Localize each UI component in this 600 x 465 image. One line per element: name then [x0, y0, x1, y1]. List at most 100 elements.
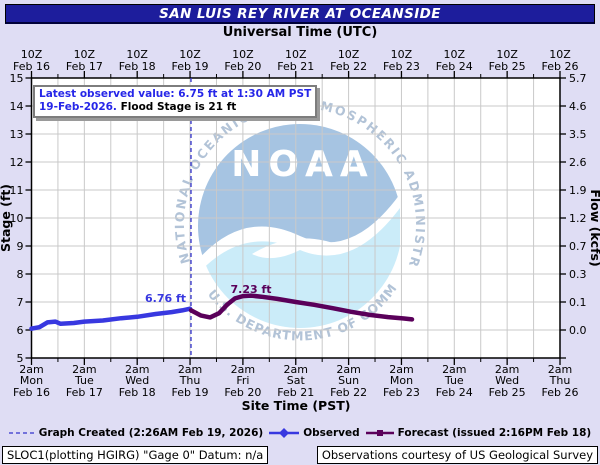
stage-tick-label: 9 [17, 240, 24, 253]
pst-tick-label: 2am [125, 363, 149, 376]
utc-tick-label: 10Z [232, 48, 254, 61]
forecast-marker [365, 430, 394, 436]
flow-tick-label: 0.0 [569, 324, 587, 337]
pst-day-label: Mon [390, 374, 413, 387]
pst-axis-title: Site Time (PST) [242, 398, 351, 413]
pst-tick-label: 2am [548, 363, 572, 376]
utc-date-label: Feb 24 [436, 60, 473, 73]
flow-axis-title: Flow (kcfs) [588, 189, 600, 266]
flow-tick-label: 3.5 [569, 128, 587, 141]
pst-date-label: Feb 23 [383, 386, 420, 399]
stage-tick-label: 13 [10, 128, 24, 141]
pst-date-label: Feb 16 [13, 386, 50, 399]
forecast-peak-label: 7.23 ft [230, 283, 271, 296]
page-title: SAN LUIS REY RIVER AT OCEANSIDE [159, 5, 441, 22]
flow-tick-label: 1.2 [569, 212, 587, 225]
title-bar: SAN LUIS REY RIVER AT OCEANSIDE [5, 4, 595, 24]
utc-tick-label: 10Z [496, 48, 518, 61]
observed-value-label: 6.76 ft [145, 292, 186, 305]
pst-day-label: Thu [549, 374, 571, 387]
utc-date-label: Feb 22 [330, 60, 367, 73]
pst-date-label: Feb 18 [119, 386, 156, 399]
utc-tick-label: 10Z [338, 48, 360, 61]
stage-tick-label: 12 [10, 156, 24, 169]
utc-axis-title: Universal Time (UTC) [222, 25, 378, 40]
pst-date-label: Feb 25 [489, 386, 526, 399]
pst-tick-label: 2am [389, 363, 413, 376]
legend-item-created: Graph Created (2:26AM Feb 19, 2026) [8, 427, 264, 439]
pst-day-label: Tue [444, 374, 464, 387]
utc-date-label: Feb 20 [224, 60, 261, 73]
observations-credit-box: Observations courtesy of US Geological S… [316, 446, 598, 464]
axes [25, 71, 566, 365]
utc-tick-label: 10Z [391, 48, 413, 61]
utc-tick-label: 10Z [179, 48, 201, 61]
forecast-line [188, 293, 415, 322]
utc-date-label: Feb 21 [277, 60, 314, 73]
flow-tick-label: 2.6 [569, 156, 587, 169]
pst-day-label: Sat [287, 374, 306, 387]
created-line-marker [8, 432, 35, 434]
utc-tick-label: 10Z [444, 48, 466, 61]
observed-line [29, 306, 193, 331]
pst-tick-label: 2am [336, 363, 360, 376]
legend-forecast-label: Forecast (issued 2:16PM Feb 18) [397, 427, 592, 439]
stage-tick-label: 5 [17, 352, 24, 365]
utc-tick-label: 10Z [126, 48, 148, 61]
pst-tick-label: 2am [19, 363, 43, 376]
data-series [29, 293, 415, 331]
noaa-emblem-text: NOAA [231, 144, 375, 185]
pst-day-label: Fri [236, 374, 249, 387]
pst-tick-label: 2am [495, 363, 519, 376]
utc-date-label: Feb 16 [13, 60, 50, 73]
pst-tick-label: 2am [442, 363, 466, 376]
annotation-date: 19-Feb-2026. [39, 101, 117, 113]
annotation-flood-stage: Flood Stage is 21 ft [116, 101, 237, 113]
utc-tick-label: 10Z [74, 48, 96, 61]
pst-tick-label: 2am [231, 363, 255, 376]
pst-day-label: Wed [495, 374, 519, 387]
pst-day-label: Mon [20, 374, 43, 387]
stage-tick-label: 15 [10, 72, 24, 85]
utc-tick-label: 10Z [549, 48, 571, 61]
flow-tick-label: 4.6 [569, 100, 587, 113]
pst-date-label: Feb 24 [436, 386, 473, 399]
legend-item-observed: Observed [269, 427, 360, 439]
utc-tick-label: 10Z [285, 48, 307, 61]
pst-day-label: Thu [179, 374, 201, 387]
utc-tick-label: 10Z [21, 48, 43, 61]
flow-tick-label: 0.1 [569, 296, 587, 309]
observed-marker [269, 428, 300, 438]
gridlines [31, 78, 560, 358]
pst-day-label: Tue [74, 374, 94, 387]
stage-tick-label: 11 [10, 184, 24, 197]
stage-tick-label: 14 [10, 100, 24, 113]
stage-axis-title: Stage (ft) [0, 184, 13, 252]
pst-tick-label: 2am [178, 363, 202, 376]
pst-date-label: Feb 26 [542, 386, 579, 399]
stage-tick-label: 7 [17, 296, 24, 309]
utc-date-label: Feb 17 [66, 60, 103, 73]
utc-date-label: Feb 23 [383, 60, 420, 73]
utc-date-label: Feb 18 [119, 60, 156, 73]
utc-date-label: Feb 25 [489, 60, 526, 73]
pst-tick-label: 2am [284, 363, 308, 376]
flow-tick-label: 0.7 [569, 240, 587, 253]
legend-item-forecast: Forecast (issued 2:16PM Feb 18) [365, 427, 592, 439]
pst-date-label: Feb 19 [172, 386, 209, 399]
stage-tick-label: 10 [10, 212, 24, 225]
legend-created-label: Graph Created (2:26AM Feb 19, 2026) [38, 427, 264, 439]
legend-observed-label: Observed [303, 427, 360, 439]
station-info-box: SLOC1(plotting HGIRG) "Gage 0" Datum: n/… [2, 446, 269, 464]
stage-tick-label: 8 [17, 268, 24, 281]
latest-observed-annotation: Latest observed value: 6.75 ft at 1:30 A… [33, 85, 318, 118]
flow-tick-label: 1.9 [569, 184, 587, 197]
utc-date-label: Feb 26 [542, 60, 579, 73]
stage-tick-label: 6 [17, 324, 24, 337]
pst-date-label: Feb 17 [66, 386, 103, 399]
pst-day-label: Wed [125, 374, 149, 387]
pst-date-label: Feb 22 [330, 386, 367, 399]
hydrograph-chart: NATIONAL OCEANIC AND ATMOSPHERIC ADMINIS… [0, 0, 600, 413]
